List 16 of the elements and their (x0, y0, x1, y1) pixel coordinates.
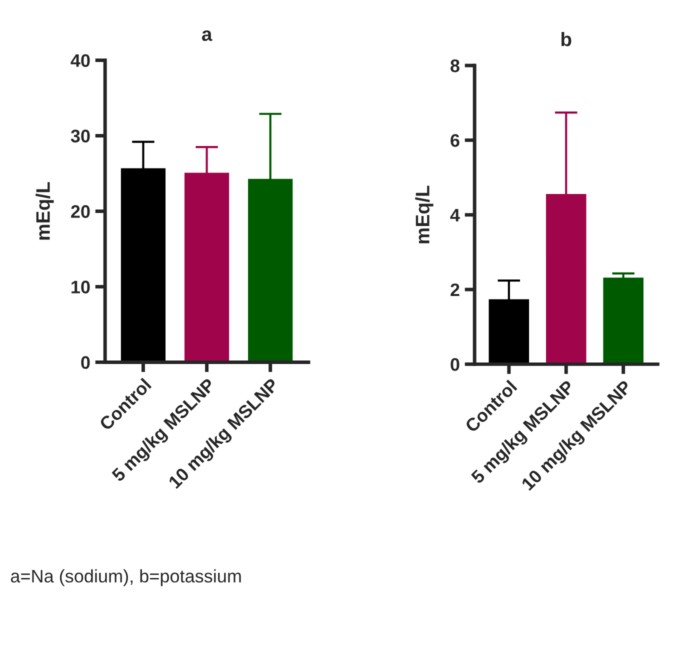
y-tick-label: 2 (450, 283, 460, 296)
y-tick-label: 4 (450, 208, 460, 222)
y-tick-label: 30 (70, 130, 90, 142)
y-tick-label: 20 (71, 205, 90, 218)
chart-title: b (561, 32, 572, 46)
chart-title: a (202, 30, 212, 42)
y-tick-label: 10 (72, 280, 90, 294)
y-tick-label: 6 (450, 134, 460, 147)
bar (603, 278, 644, 364)
y-axis-title: mEq/L (36, 182, 54, 240)
text: a=Na (sodium), b=potassium (10, 569, 241, 586)
y-tick-label: 0 (81, 356, 90, 369)
y-tick-label: 0 (450, 358, 460, 371)
y-axis-title: mEq/L (415, 186, 434, 244)
y-tick-label: 8 (450, 59, 460, 72)
y-tick-label: 40 (70, 54, 90, 67)
